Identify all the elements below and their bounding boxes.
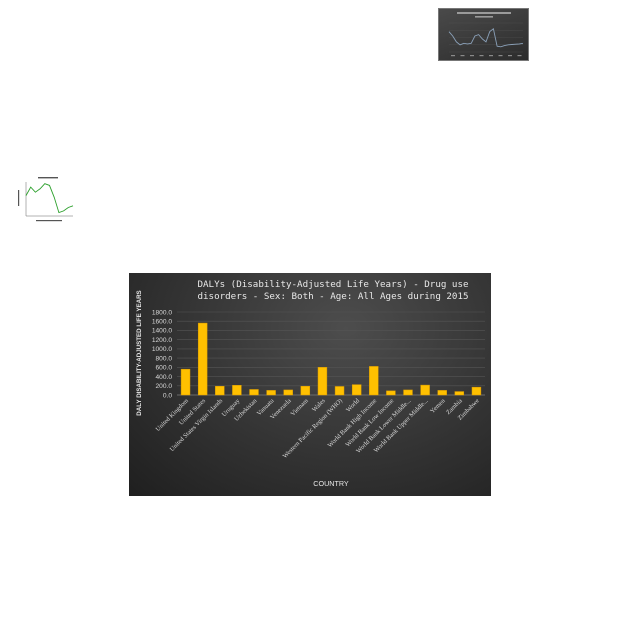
thumb-xtick-mark xyxy=(489,55,493,57)
bar xyxy=(197,322,208,396)
y-tick-label: 1000.0 xyxy=(152,346,173,353)
y-tick-label: 0.0 xyxy=(163,392,172,399)
thumbnail-line-chart-light[interactable] xyxy=(16,176,75,224)
thumb-subtitle-mark xyxy=(475,16,493,18)
thumbnail-top-svg xyxy=(448,12,524,57)
bars xyxy=(180,322,482,396)
chart-title-line-2: disorders - Sex: Both - Age: All Ages du… xyxy=(197,291,468,302)
y-tick-label: 600.0 xyxy=(155,365,172,372)
thumb-xtick-mark xyxy=(460,55,465,57)
bar xyxy=(471,386,482,396)
y-tick-label: 200.0 xyxy=(155,383,172,390)
category-label: Yemen xyxy=(429,397,447,415)
bar xyxy=(420,384,430,396)
daly-bar-chart: 0.0 200.0 400.0 600.0 800.0 1000.0 1200.0 1400.… xyxy=(129,273,491,496)
bar xyxy=(454,391,465,396)
thumb-title-mark xyxy=(457,12,511,14)
bar xyxy=(403,389,413,396)
thumb-left-ylabel-mark xyxy=(18,190,20,206)
x-axis-title: COUNTRY xyxy=(313,479,349,488)
bar xyxy=(266,390,276,396)
bar xyxy=(386,390,396,396)
bar xyxy=(317,367,328,396)
y-tick-label: 1400.0 xyxy=(152,328,173,335)
thumb-left-title-mark xyxy=(38,177,58,179)
y-tick-label: 400.0 xyxy=(155,374,172,381)
bar xyxy=(300,385,311,396)
bar xyxy=(334,386,345,396)
bar xyxy=(249,389,259,396)
bar xyxy=(232,385,242,396)
bar xyxy=(215,385,225,396)
y-tick-labels: 0.0 200.0 400.0 600.0 800.0 1000.0 1200.0 1400.… xyxy=(152,309,173,399)
thumbnail-left-svg xyxy=(18,177,74,222)
thumb-xtick-mark xyxy=(508,55,512,57)
category-label: Vietnam xyxy=(290,397,310,417)
bar xyxy=(351,384,362,396)
y-tick-label: 800.0 xyxy=(155,355,172,362)
bar xyxy=(369,366,379,396)
thumb-xtick-mark xyxy=(451,55,455,57)
y-axis-title: DALY DISABILITY-ADJUSTED LIFE YEARS xyxy=(136,290,143,415)
thumb-xtick-mark xyxy=(479,55,484,57)
y-tick-label: 1600.0 xyxy=(152,319,173,326)
thumb-xtick-mark xyxy=(470,55,474,57)
main-chart-svg: 0.0 200.0 400.0 600.0 800.0 1000.0 1200.0 1400.… xyxy=(136,279,485,488)
bar xyxy=(437,390,447,396)
thumbnail-line-chart-dark[interactable] xyxy=(438,8,529,61)
chart-title-line-1: DALYs (Disability-Adjusted Life Years) -… xyxy=(197,279,468,290)
thumb-series-line xyxy=(448,28,524,48)
bar xyxy=(283,389,293,396)
bar xyxy=(180,368,191,396)
thumb-xtick-mark xyxy=(517,55,522,57)
thumb-left-series-line xyxy=(25,183,74,214)
thumb-xtick-mark xyxy=(498,55,503,57)
y-tick-label: 1800.0 xyxy=(152,309,173,316)
y-tick-label: 1200.0 xyxy=(152,337,173,344)
thumb-left-xlabel-mark xyxy=(36,220,62,222)
gridlines xyxy=(177,311,485,396)
